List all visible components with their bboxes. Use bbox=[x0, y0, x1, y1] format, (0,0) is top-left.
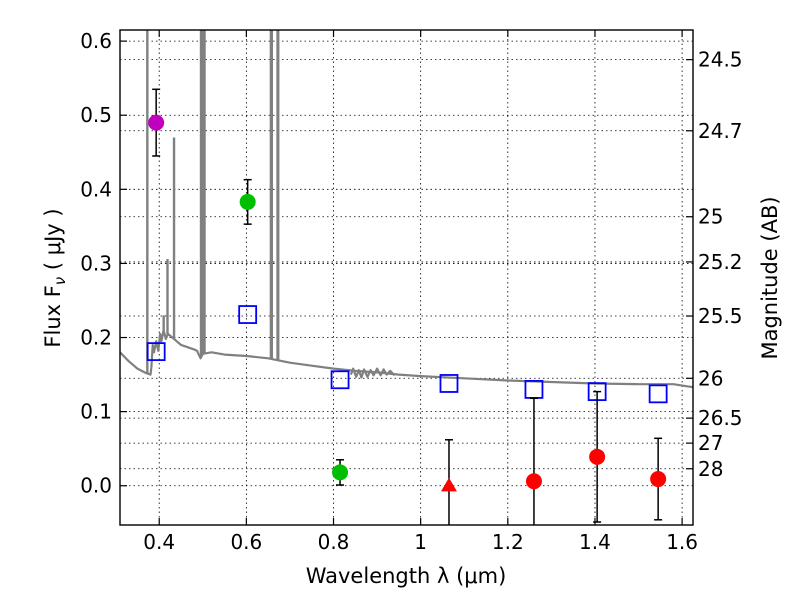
y2-tick-label: 24.5 bbox=[698, 48, 743, 72]
x-tick-label: 1.4 bbox=[579, 530, 611, 554]
model-photometry-square bbox=[524, 379, 544, 399]
x-tick-label: 1.2 bbox=[492, 530, 524, 554]
y-tick-label: 0.2 bbox=[80, 326, 112, 350]
x-tick-label: 0.4 bbox=[143, 530, 175, 554]
y-tick-label: 0.1 bbox=[80, 400, 112, 424]
model-spectrum-line bbox=[120, 329, 693, 389]
y2-tick-label: 25.2 bbox=[698, 250, 743, 274]
y-tick-label: 0.5 bbox=[80, 103, 112, 127]
x-axis-label: Wavelength λ (μm) bbox=[306, 564, 507, 588]
y-axis-label: Flux Fν ( μJy ) bbox=[41, 208, 69, 347]
spectrum-absorption-features bbox=[349, 367, 396, 379]
x-tick-label: 1.6 bbox=[666, 530, 698, 554]
photometry-point bbox=[239, 193, 256, 210]
model-photometry-square bbox=[330, 370, 350, 390]
model-photometry-square bbox=[238, 305, 258, 324]
y-tick-label: 0.4 bbox=[80, 177, 112, 201]
x-tick-label: 0.8 bbox=[318, 530, 350, 554]
y2-tick-label: 27 bbox=[698, 431, 723, 455]
photometry-point bbox=[525, 473, 542, 490]
plot-area bbox=[120, 30, 693, 525]
y2-tick-label: 24.7 bbox=[698, 119, 743, 143]
model-photometry-square bbox=[439, 374, 459, 393]
y-tick-label: 0.6 bbox=[80, 29, 112, 53]
photometry-point bbox=[589, 448, 606, 465]
x-tick-label: 0.6 bbox=[230, 530, 262, 554]
photometry-point bbox=[332, 464, 349, 481]
y2-tick-label: 28 bbox=[698, 457, 723, 481]
photometry-point bbox=[650, 471, 667, 488]
x-tick-label: 1 bbox=[414, 530, 427, 554]
model-photometry-square bbox=[648, 384, 668, 404]
y2-tick-label: 25 bbox=[698, 205, 723, 229]
model-photometry-square bbox=[146, 342, 166, 362]
y2-tick-label: 26 bbox=[698, 366, 723, 390]
plot-frame bbox=[119, 29, 694, 526]
grid bbox=[120, 30, 693, 525]
axes: 0.4 0.6 0.8 1 1.2 1.4 1.6 0.0 0.1 0.2 0.3 0.4 0.5 0.6… bbox=[80, 29, 742, 554]
y2-tick-label: 25.5 bbox=[698, 304, 743, 328]
photometry-point bbox=[148, 114, 165, 131]
y-tick-label: 0.0 bbox=[80, 474, 112, 498]
y2-tick-label: 26.5 bbox=[698, 406, 743, 430]
photometry-triangle bbox=[440, 477, 457, 492]
y-tick-label: 0.3 bbox=[80, 251, 112, 275]
y2-axis-label: Magnitude (AB) bbox=[758, 196, 782, 359]
